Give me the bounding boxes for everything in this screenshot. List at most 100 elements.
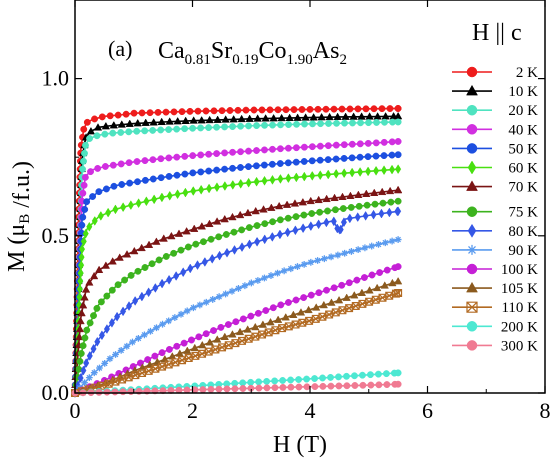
chart-title-part: Sr [211,38,232,64]
series-point [253,222,261,230]
series-point [209,253,216,264]
series-point [144,356,152,364]
x-axis-title: H (T) [273,432,327,458]
series-point [114,311,121,322]
series-point [76,292,83,303]
series-point [85,278,94,286]
series-point [245,122,253,130]
series-point [213,150,221,158]
series-point [97,298,105,306]
legend-label: 110 K [501,300,538,316]
series-point [311,314,320,323]
series-point [324,142,332,150]
series-point [183,346,192,354]
series-point [357,288,367,296]
series-point [373,165,380,176]
series-point [290,199,300,207]
series-point [300,261,308,268]
series-point [317,170,324,181]
series-point [231,339,240,348]
legend-item-20-k: 20 K [452,103,538,119]
series-point [295,383,303,391]
series-point [304,305,313,314]
chart-title-part: 0.81 [185,52,211,68]
series-point [357,119,364,127]
series-point [190,304,197,312]
legend-marker [466,301,478,313]
series-point [261,146,268,154]
series-point [349,112,358,120]
series-point [346,213,353,224]
series-point [174,229,184,237]
series-point [213,335,222,343]
series-90-k [71,236,402,397]
series-point [210,327,217,334]
legend-label: 100 K [501,262,538,278]
series-point [267,203,276,211]
series-point [374,370,382,378]
series-point [322,194,331,203]
series-point [211,345,220,354]
series-point [102,185,110,193]
series-point [334,251,342,259]
series-point [351,382,359,389]
series-point [365,119,372,127]
series-point [148,260,156,268]
series-point [164,360,173,369]
series-point [388,151,396,159]
series-point [98,113,106,121]
series-point [335,373,342,381]
series-point [158,362,167,371]
series-point [327,382,335,390]
series-point [261,114,270,122]
series-110-k [71,289,403,397]
series-point [354,246,362,254]
series-point [228,330,237,338]
axis-ticks: 0 2 4 6 8 0.0 0.5 1.0 [42,0,551,423]
series-point [394,138,402,145]
series-point [269,145,276,153]
series-point [324,207,331,215]
series-point [151,352,159,360]
series-point [213,115,222,123]
series-point [300,223,307,234]
series-point [152,283,159,293]
series-point [184,243,192,251]
series-point [347,203,355,211]
series-point [394,105,402,112]
series-point [237,114,246,123]
legend-marker [466,263,478,275]
series-point [126,301,133,311]
series-point [267,272,275,279]
series-point [380,138,388,146]
series-point [79,213,87,221]
series-point [177,310,185,318]
series-point [81,285,91,293]
series-point [199,238,207,246]
series-point [323,286,330,294]
legend-marker [467,160,477,175]
legend-item-300-k: 300 K [452,338,538,354]
series-point [349,119,356,127]
series-point [120,306,127,317]
series-point [271,384,279,392]
series-point [308,143,316,151]
series-point [108,317,115,328]
series-point [259,205,268,213]
series-point [78,221,86,229]
series-point [356,153,364,161]
series-point [307,221,314,232]
series-point [394,380,402,388]
series-point [158,349,166,357]
y-tick-label: 1.0 [42,66,70,91]
series-point [341,112,350,120]
series-point [237,164,244,171]
series-point [129,338,136,346]
series-100-k [71,263,402,397]
series-point [152,237,161,245]
legend-label: 40 K [508,122,538,138]
legend-item-60-k: 60 K [452,161,538,177]
series-point [181,125,189,133]
series-point [153,324,160,332]
series-point [341,119,348,127]
